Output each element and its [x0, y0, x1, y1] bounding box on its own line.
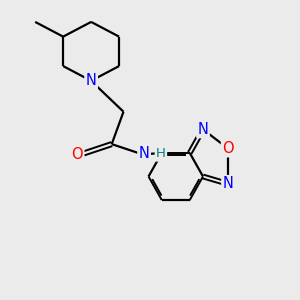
- Text: N: N: [139, 146, 149, 161]
- Text: N: N: [198, 122, 208, 137]
- Text: H: H: [156, 147, 166, 160]
- Text: O: O: [222, 141, 234, 156]
- Text: N: N: [223, 176, 233, 191]
- Text: N: N: [86, 73, 97, 88]
- Text: O: O: [71, 147, 83, 162]
